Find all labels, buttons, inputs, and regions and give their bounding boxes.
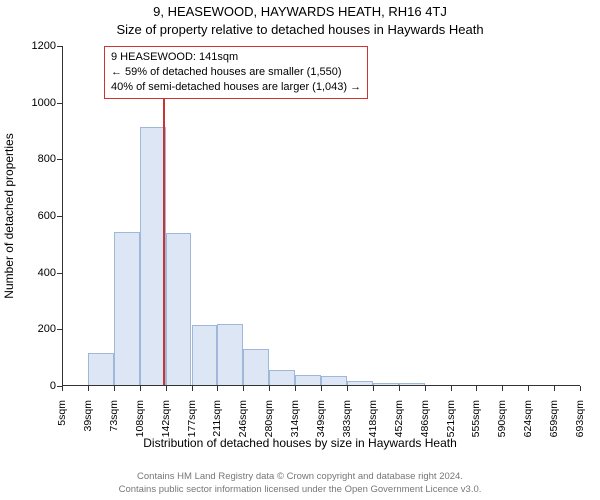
x-tick-label: 693sqm	[574, 400, 586, 460]
x-tick-label: 521sqm	[445, 400, 457, 460]
x-tick-mark	[425, 386, 426, 391]
y-tick-label: 800	[16, 153, 56, 165]
info-line-2: ← 59% of detached houses are smaller (1,…	[111, 65, 361, 80]
footer-line-1: Contains HM Land Registry data © Crown c…	[0, 471, 600, 483]
chart-container: 9, HEASEWOOD, HAYWARDS HEATH, RH16 4TJ S…	[0, 0, 600, 500]
chart-subtitle: Size of property relative to detached ho…	[0, 22, 600, 37]
x-tick-mark	[399, 386, 400, 391]
x-tick-mark	[295, 386, 296, 391]
x-tick-label: 39sqm	[82, 400, 94, 460]
plot-area: 9 HEASEWOOD: 141sqm← 59% of detached hou…	[62, 46, 580, 386]
y-tick-label: 400	[16, 267, 56, 279]
x-tick-label: 211sqm	[211, 400, 223, 460]
y-tick-label: 1000	[16, 97, 56, 109]
x-tick-mark	[502, 386, 503, 391]
x-tick-mark	[269, 386, 270, 391]
histogram-bar	[217, 324, 243, 386]
y-tick-label: 600	[16, 210, 56, 222]
x-tick-label: 142sqm	[160, 400, 172, 460]
x-tick-mark	[580, 386, 581, 391]
x-tick-label: 108sqm	[134, 400, 146, 460]
x-tick-mark	[243, 386, 244, 391]
x-tick-label: 349sqm	[315, 400, 327, 460]
x-tick-label: 280sqm	[263, 400, 275, 460]
y-tick-label: 200	[16, 323, 56, 335]
histogram-bar	[192, 325, 218, 386]
x-tick-label: 659sqm	[548, 400, 560, 460]
histogram-bar	[114, 232, 140, 386]
histogram-bar	[243, 349, 269, 386]
histogram-bar	[269, 370, 295, 386]
x-tick-mark	[347, 386, 348, 391]
x-tick-label: 486sqm	[419, 400, 431, 460]
x-tick-label: 624sqm	[522, 400, 534, 460]
x-tick-label: 418sqm	[367, 400, 379, 460]
x-tick-mark	[476, 386, 477, 391]
y-tick-label: 1200	[16, 40, 56, 52]
x-tick-mark	[373, 386, 374, 391]
histogram-bar	[88, 353, 114, 386]
x-axis-title: Distribution of detached houses by size …	[0, 436, 600, 450]
y-axis-title: Number of detached properties	[2, 51, 16, 216]
x-tick-mark	[192, 386, 193, 391]
histogram-bar	[140, 127, 166, 386]
x-tick-mark	[140, 386, 141, 391]
x-tick-label: 314sqm	[289, 400, 301, 460]
y-axis-line	[62, 46, 63, 386]
x-tick-label: 73sqm	[108, 400, 120, 460]
footer-attribution: Contains HM Land Registry data © Crown c…	[0, 471, 600, 496]
x-tick-mark	[166, 386, 167, 391]
x-tick-label: 383sqm	[341, 400, 353, 460]
x-tick-label: 246sqm	[237, 400, 249, 460]
x-tick-label: 177sqm	[186, 400, 198, 460]
x-tick-mark	[88, 386, 89, 391]
info-line-3: 40% of semi-detached houses are larger (…	[111, 80, 361, 95]
x-tick-label: 452sqm	[393, 400, 405, 460]
info-line-1: 9 HEASEWOOD: 141sqm	[111, 50, 361, 65]
x-tick-mark	[528, 386, 529, 391]
histogram-bar	[166, 233, 192, 386]
x-tick-mark	[62, 386, 63, 391]
footer-line-2: Contains public sector information licen…	[0, 484, 600, 496]
y-tick-label: 0	[16, 380, 56, 392]
x-tick-mark	[554, 386, 555, 391]
x-tick-label: 5sqm	[56, 400, 68, 460]
info-box: 9 HEASEWOOD: 141sqm← 59% of detached hou…	[104, 46, 368, 99]
x-tick-mark	[217, 386, 218, 391]
x-tick-mark	[114, 386, 115, 391]
x-tick-mark	[451, 386, 452, 391]
x-tick-label: 555sqm	[470, 400, 482, 460]
x-tick-mark	[321, 386, 322, 391]
page-title: 9, HEASEWOOD, HAYWARDS HEATH, RH16 4TJ	[0, 4, 600, 19]
x-tick-label: 590sqm	[496, 400, 508, 460]
